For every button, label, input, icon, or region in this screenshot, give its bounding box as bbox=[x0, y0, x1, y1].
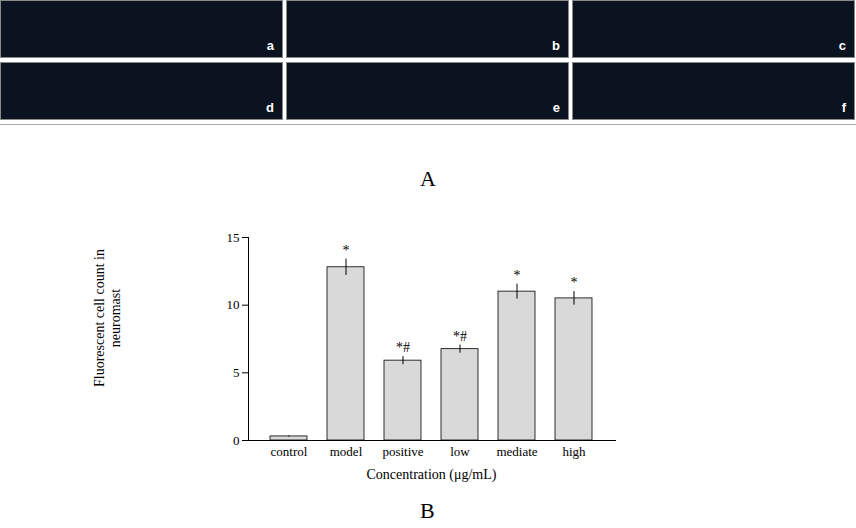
svg-text:*#: *# bbox=[396, 340, 410, 355]
html-text:B: B bbox=[420, 498, 435, 523]
svg-text:high: high bbox=[562, 444, 586, 459]
svg-text:10: 10 bbox=[227, 297, 240, 312]
svg-text:*: * bbox=[514, 268, 521, 283]
html-text:d: d bbox=[266, 100, 274, 115]
svg-text:model: model bbox=[330, 444, 363, 459]
svg-text:15: 15 bbox=[227, 230, 240, 245]
svg-text:*: * bbox=[343, 243, 350, 258]
svg-text:low: low bbox=[450, 444, 470, 459]
svg-text:*: * bbox=[571, 275, 578, 290]
html-text:c: c bbox=[838, 38, 846, 53]
html-text:Fluorescent cell count in neur: Fluorescent cell count in neuromast bbox=[92, 249, 123, 387]
html-text:a: a bbox=[266, 38, 274, 53]
svg-text:mediate: mediate bbox=[496, 444, 537, 459]
svg-text:positive: positive bbox=[382, 444, 423, 459]
html-text:A: A bbox=[420, 166, 436, 191]
html-text:f: f bbox=[841, 100, 846, 115]
svg-text:0: 0 bbox=[233, 433, 240, 448]
svg-text:control: control bbox=[271, 444, 308, 459]
svg-text:*#: *# bbox=[453, 329, 467, 344]
html-text:e: e bbox=[552, 100, 560, 115]
svg-text:5: 5 bbox=[233, 365, 240, 380]
html-text:b: b bbox=[552, 38, 560, 53]
html-text:Concentration (μg/mL): Concentration (μg/mL) bbox=[366, 467, 497, 482]
